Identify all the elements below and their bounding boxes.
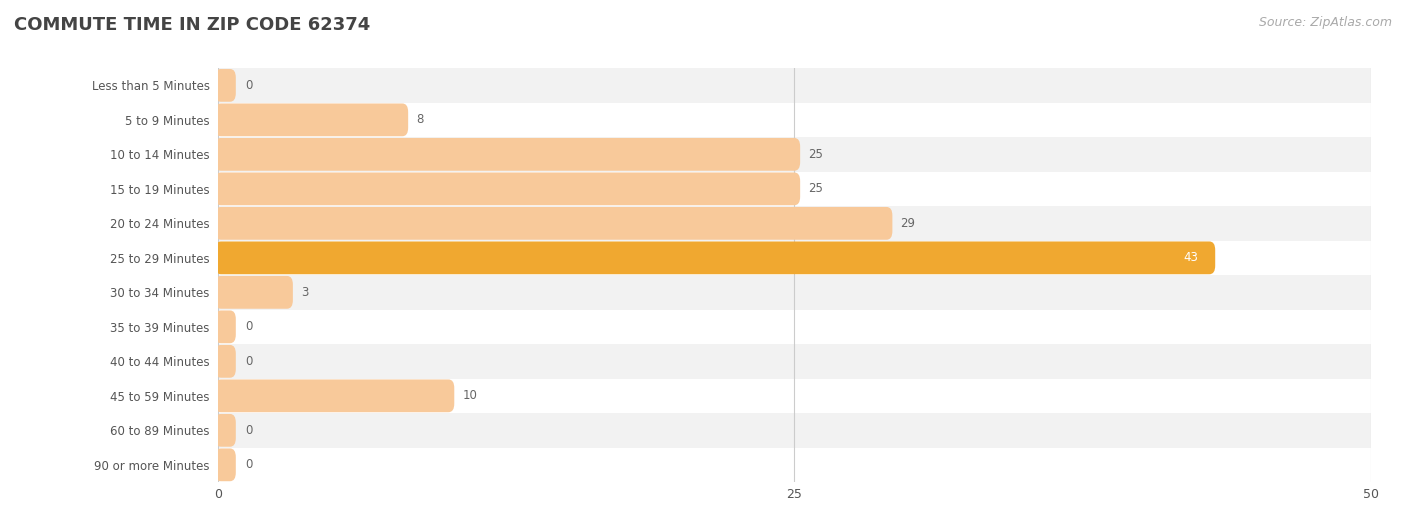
Text: 0: 0 <box>246 355 253 368</box>
Bar <box>218 103 1371 137</box>
FancyBboxPatch shape <box>215 138 800 171</box>
Text: 29: 29 <box>900 217 915 230</box>
FancyBboxPatch shape <box>215 103 408 136</box>
FancyBboxPatch shape <box>215 207 893 240</box>
Bar <box>218 447 1371 482</box>
Text: 8: 8 <box>416 113 423 126</box>
Bar <box>218 206 1371 241</box>
Text: 0: 0 <box>246 79 253 92</box>
Bar <box>218 344 1371 378</box>
Text: 43: 43 <box>1182 252 1198 264</box>
Bar <box>218 68 1371 103</box>
FancyBboxPatch shape <box>215 379 454 412</box>
Text: 0: 0 <box>246 424 253 437</box>
Bar <box>218 310 1371 344</box>
Bar <box>218 413 1371 447</box>
FancyBboxPatch shape <box>215 345 236 378</box>
Text: Source: ZipAtlas.com: Source: ZipAtlas.com <box>1258 16 1392 29</box>
Bar <box>218 378 1371 413</box>
Text: 25: 25 <box>808 148 823 161</box>
Bar <box>218 275 1371 310</box>
FancyBboxPatch shape <box>215 276 292 309</box>
FancyBboxPatch shape <box>215 449 236 481</box>
Text: 3: 3 <box>301 286 308 299</box>
FancyBboxPatch shape <box>215 69 236 102</box>
FancyBboxPatch shape <box>215 242 1215 274</box>
Text: 10: 10 <box>463 389 477 402</box>
Bar <box>218 137 1371 172</box>
FancyBboxPatch shape <box>215 172 800 205</box>
Bar <box>218 241 1371 275</box>
FancyBboxPatch shape <box>215 414 236 447</box>
FancyBboxPatch shape <box>215 310 236 343</box>
Text: 0: 0 <box>246 458 253 471</box>
Text: COMMUTE TIME IN ZIP CODE 62374: COMMUTE TIME IN ZIP CODE 62374 <box>14 16 370 34</box>
Text: 0: 0 <box>246 320 253 333</box>
Text: 25: 25 <box>808 182 823 195</box>
Bar <box>218 172 1371 206</box>
